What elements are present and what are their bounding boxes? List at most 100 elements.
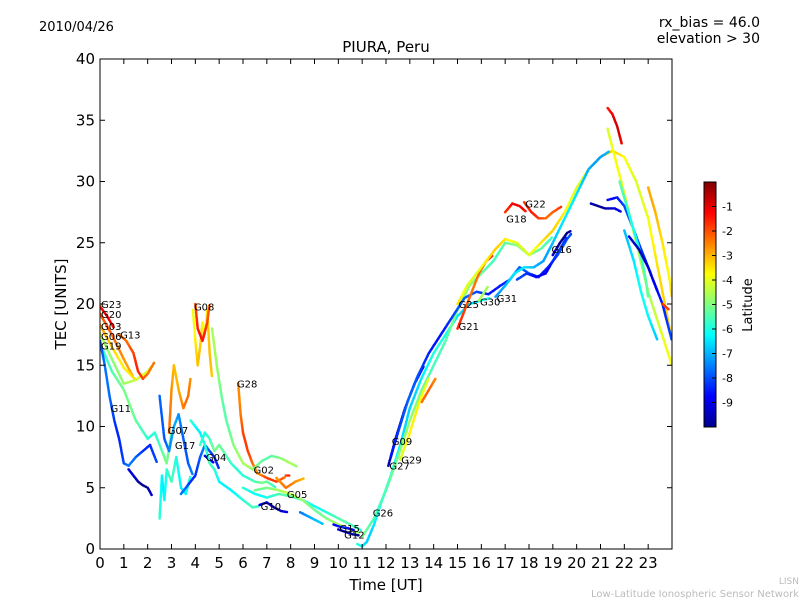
series-G17b — [158, 394, 194, 476]
data-point — [565, 236, 568, 240]
series-P06 — [618, 180, 650, 298]
satellite-label: G04 — [206, 453, 226, 464]
series-G28 — [236, 382, 286, 483]
data-point — [287, 474, 291, 477]
colorbar-label: Latitude — [741, 278, 756, 332]
satellite-label: G10 — [261, 502, 281, 513]
colorbar-tick-label: -3 — [722, 250, 733, 263]
y-tick-label: 10 — [76, 418, 95, 436]
data-point — [655, 288, 659, 292]
series-G31 — [494, 150, 610, 298]
colorbar-tick-label: -7 — [722, 348, 733, 361]
x-tick-label: 10 — [329, 554, 348, 572]
x-tick-label: 14 — [424, 554, 443, 572]
x-tick-label: 4 — [191, 554, 201, 572]
data-point — [321, 522, 324, 525]
x-tick-label: 12 — [376, 554, 395, 572]
series-G29 — [399, 377, 430, 461]
data-point — [188, 475, 192, 479]
satellite-label: G02 — [254, 465, 274, 476]
series-G16b — [551, 230, 572, 257]
series-G22 — [522, 201, 563, 220]
data-point — [208, 304, 211, 307]
x-tick-label: 19 — [543, 554, 562, 572]
satellite-label: G17 — [175, 441, 195, 452]
x-tick-label: 20 — [567, 554, 586, 572]
data-point — [524, 209, 527, 213]
x-tick-label: 0 — [95, 554, 105, 572]
series-G05 — [241, 486, 363, 532]
series-G07 — [167, 364, 192, 434]
x-tick-label: 23 — [639, 554, 658, 572]
data-point — [295, 464, 298, 468]
data-point — [359, 528, 363, 532]
x-tick-label: 13 — [400, 554, 419, 572]
series-G03 — [100, 323, 136, 381]
data-point — [302, 477, 305, 480]
series-G04d — [198, 431, 277, 489]
series-G10 — [258, 501, 289, 514]
y-axis-label: TEC [UNITS] — [52, 259, 70, 351]
satellite-label: G31 — [497, 294, 517, 305]
colorbar-tick-label: -2 — [722, 225, 733, 238]
y-tick-label: 15 — [76, 356, 95, 374]
y-tick-label: 40 — [76, 50, 95, 68]
rx-bias-label: rx_bias = 46.0 — [659, 15, 760, 31]
series-G05c — [298, 511, 324, 525]
satellite-label: G22 — [525, 200, 545, 211]
data-point — [152, 361, 156, 365]
x-tick-label: 22 — [615, 554, 634, 572]
data-point — [655, 337, 659, 341]
satellite-label: G20 — [101, 310, 121, 321]
x-tick-label: 21 — [591, 554, 610, 572]
data-point — [211, 461, 215, 464]
x-tick-label: 6 — [238, 554, 248, 572]
satellite-label: G07 — [168, 426, 188, 437]
data-point — [488, 297, 491, 300]
data-point — [210, 374, 214, 378]
satellite-label: G16 — [551, 245, 571, 256]
colorbar-tick-label: -8 — [722, 372, 733, 385]
colorbar-tick-label: -6 — [722, 323, 733, 336]
satellite-label: G13 — [120, 331, 140, 342]
data-point — [352, 528, 355, 532]
series-G28c — [275, 476, 305, 490]
x-tick-label: 16 — [472, 554, 491, 572]
x-tick-label: 15 — [448, 554, 467, 572]
colorbar-tick-label: -5 — [722, 299, 733, 312]
plot-data — [100, 106, 672, 548]
footer-lisn: LISN — [779, 577, 799, 587]
data-point — [539, 217, 542, 220]
x-tick-label: 9 — [310, 554, 320, 572]
series-G18 — [503, 202, 527, 214]
data-point — [191, 472, 194, 476]
colorbar-tick-label: -9 — [722, 397, 733, 410]
data-point — [357, 534, 360, 537]
satellite-label: G21 — [459, 322, 479, 333]
series-G21 — [456, 254, 494, 330]
y-tick-label: 5 — [85, 479, 95, 497]
data-point — [540, 217, 544, 220]
series-G17 — [158, 455, 192, 520]
plot-frame — [99, 58, 673, 550]
data-point — [537, 217, 540, 220]
series-P03 — [606, 106, 623, 145]
data-point — [189, 377, 192, 381]
satellite-label: G08 — [194, 302, 214, 313]
satellite-label: G12 — [344, 530, 364, 541]
data-point — [150, 493, 153, 497]
data-point — [285, 510, 289, 514]
data-point — [273, 485, 277, 489]
series-G23 — [100, 305, 115, 329]
data-point — [427, 377, 430, 381]
series-G13 — [117, 333, 156, 381]
series-G28b — [284, 474, 291, 477]
data-point — [569, 232, 573, 236]
data-point — [619, 210, 622, 213]
series-P02 — [606, 196, 672, 341]
series-G08 — [191, 308, 214, 378]
x-tick-label: 5 — [214, 554, 224, 572]
satellite-label: G28 — [237, 380, 257, 391]
y-tick-label: 20 — [76, 295, 95, 313]
